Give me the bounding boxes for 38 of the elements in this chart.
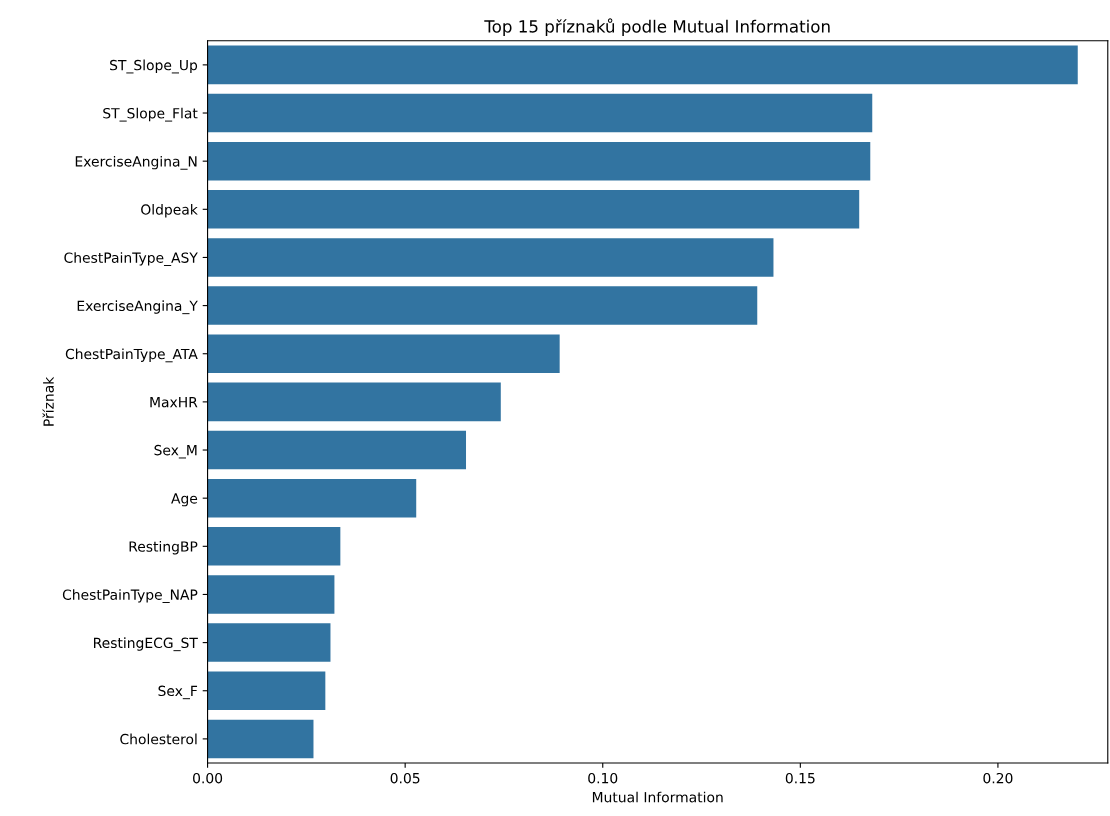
bar: [207, 141, 871, 181]
y-tick-label: ExerciseAngina_Y: [77, 300, 198, 315]
bar: [207, 527, 341, 566]
y-tick-label: MaxHR: [150, 397, 198, 408]
x-tick-label: 0.00: [193, 772, 223, 784]
bar: [207, 238, 774, 277]
bar: [207, 671, 326, 710]
y-tick-label: ST_Slope_Flat: [103, 107, 198, 122]
x-axis-title: Mutual Information: [592, 791, 723, 803]
x-tick-label: 0.20: [983, 772, 1013, 784]
y-tick-label: ChestPainType_ATA: [65, 348, 198, 363]
y-tick-label: RestingBP: [129, 541, 198, 555]
x-tick-label: 0.15: [785, 772, 815, 784]
bar: [207, 190, 860, 229]
y-tick-label: ExerciseAngina_N: [75, 155, 197, 170]
y-tick-label: Sex_M: [154, 444, 197, 459]
y-tick-label: ST_Slope_Up: [110, 59, 198, 74]
chart-title: Top 15 příznaků podle Mutual Information: [484, 18, 830, 36]
bar: [207, 623, 331, 662]
bar: [207, 382, 501, 422]
bar: [207, 93, 873, 133]
x-tick-label: 0.05: [390, 772, 420, 784]
x-tick-label: 0.10: [588, 772, 618, 784]
y-tick-label: ChestPainType_NAP: [62, 589, 198, 604]
bar: [207, 575, 335, 614]
bar: [207, 478, 417, 518]
y-tick-label: Sex_F: [158, 685, 198, 700]
bar: [207, 719, 314, 759]
y-tick-label: Oldpeak: [141, 204, 198, 218]
y-tick-label: Age: [171, 493, 198, 507]
bar: [207, 286, 758, 325]
bar: [207, 45, 1078, 85]
y-tick-label: Cholesterol: [120, 733, 197, 745]
bar: [207, 334, 560, 373]
y-tick-label: ChestPainType_ASY: [64, 252, 198, 266]
y-tick-label: RestingECG_ST: [94, 637, 198, 652]
bar: [207, 430, 467, 470]
y-axis-title: Příznak: [42, 376, 54, 426]
